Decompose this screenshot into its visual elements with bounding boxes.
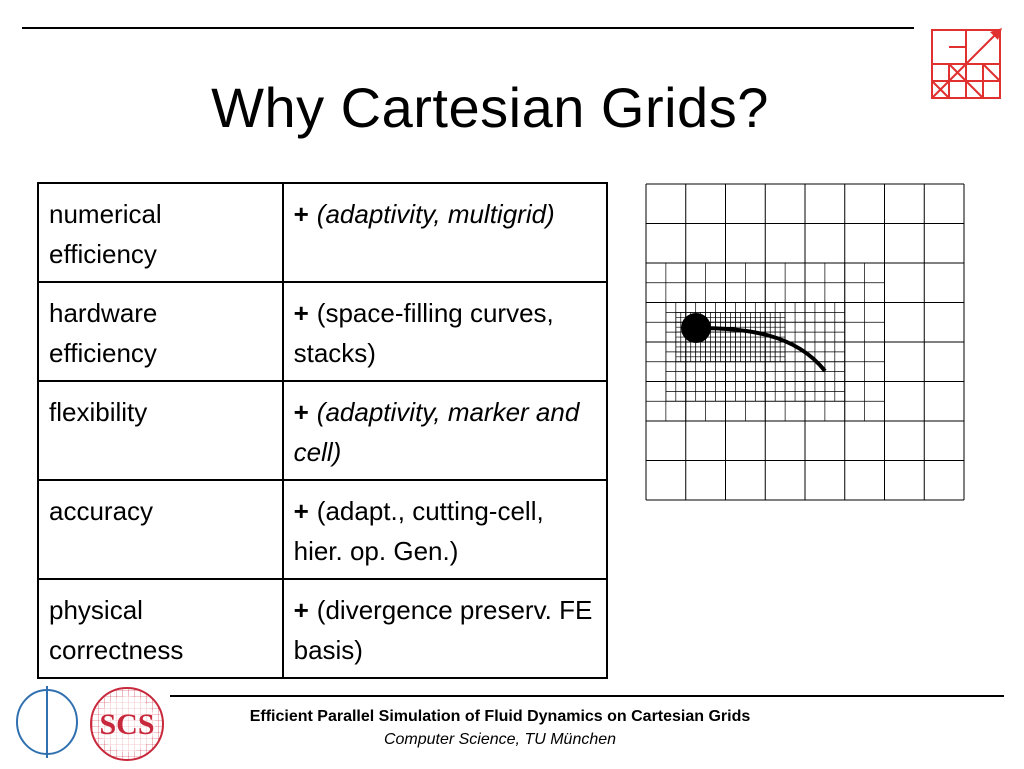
criterion-cell: accuracy xyxy=(37,479,284,580)
scs-logo-icon: SCS xyxy=(86,684,168,764)
plus-mark: + xyxy=(293,397,309,427)
detail-text: (adaptivity, multigrid) xyxy=(316,199,555,229)
table-row: physical correctness + (divergence preser… xyxy=(37,578,609,679)
plus-mark: + xyxy=(293,595,309,625)
plus-mark: + xyxy=(293,298,309,328)
criterion-cell: physical correctness xyxy=(37,578,284,679)
detail-cell: + (adaptivity, multigrid) xyxy=(281,182,609,283)
adaptive-grid-figure xyxy=(645,183,965,501)
bottom-rule xyxy=(170,695,1004,697)
comparison-table: numerical efficiency + (adaptivity, multi… xyxy=(37,182,609,679)
table-row: accuracy + (adapt., cutting-cell, hier. o… xyxy=(37,479,609,580)
page-title: Why Cartesian Grids? xyxy=(211,76,769,139)
detail-text: (adapt., cutting-cell, hier. op. Gen.) xyxy=(293,496,544,566)
table-row: numerical efficiency + (adaptivity, multi… xyxy=(37,182,609,283)
grid-arrow-logo-icon xyxy=(928,28,1004,102)
table-row: hardware efficiency + (space-filling curv… xyxy=(37,281,609,382)
detail-text: (adaptivity, marker and cell) xyxy=(293,397,580,467)
table-row: flexibility + (adaptivity, marker and cel… xyxy=(37,380,609,481)
footer-subtitle: Computer Science, TU München xyxy=(383,731,617,748)
plus-mark: + xyxy=(293,496,309,526)
criterion-cell: flexibility xyxy=(37,380,284,481)
detail-cell: + (divergence preserv. FE basis) xyxy=(281,578,609,679)
plus-mark: + xyxy=(293,199,309,229)
detail-text: (space-filling curves, stacks) xyxy=(293,298,554,368)
detail-text: (divergence preserv. FE basis) xyxy=(293,595,593,665)
criterion-cell: numerical efficiency xyxy=(37,182,284,283)
tum-logo-icon xyxy=(12,684,82,760)
scs-logo-text: SCS xyxy=(99,708,154,741)
top-rule xyxy=(22,27,914,29)
detail-cell: + (space-filling curves, stacks) xyxy=(281,281,609,382)
criterion-cell: hardware efficiency xyxy=(37,281,284,382)
detail-cell: + (adapt., cutting-cell, hier. op. Gen.) xyxy=(281,479,609,580)
footer-title: Efficient Parallel Simulation of Fluid D… xyxy=(249,708,751,725)
detail-cell: + (adaptivity, marker and cell) xyxy=(281,380,609,481)
